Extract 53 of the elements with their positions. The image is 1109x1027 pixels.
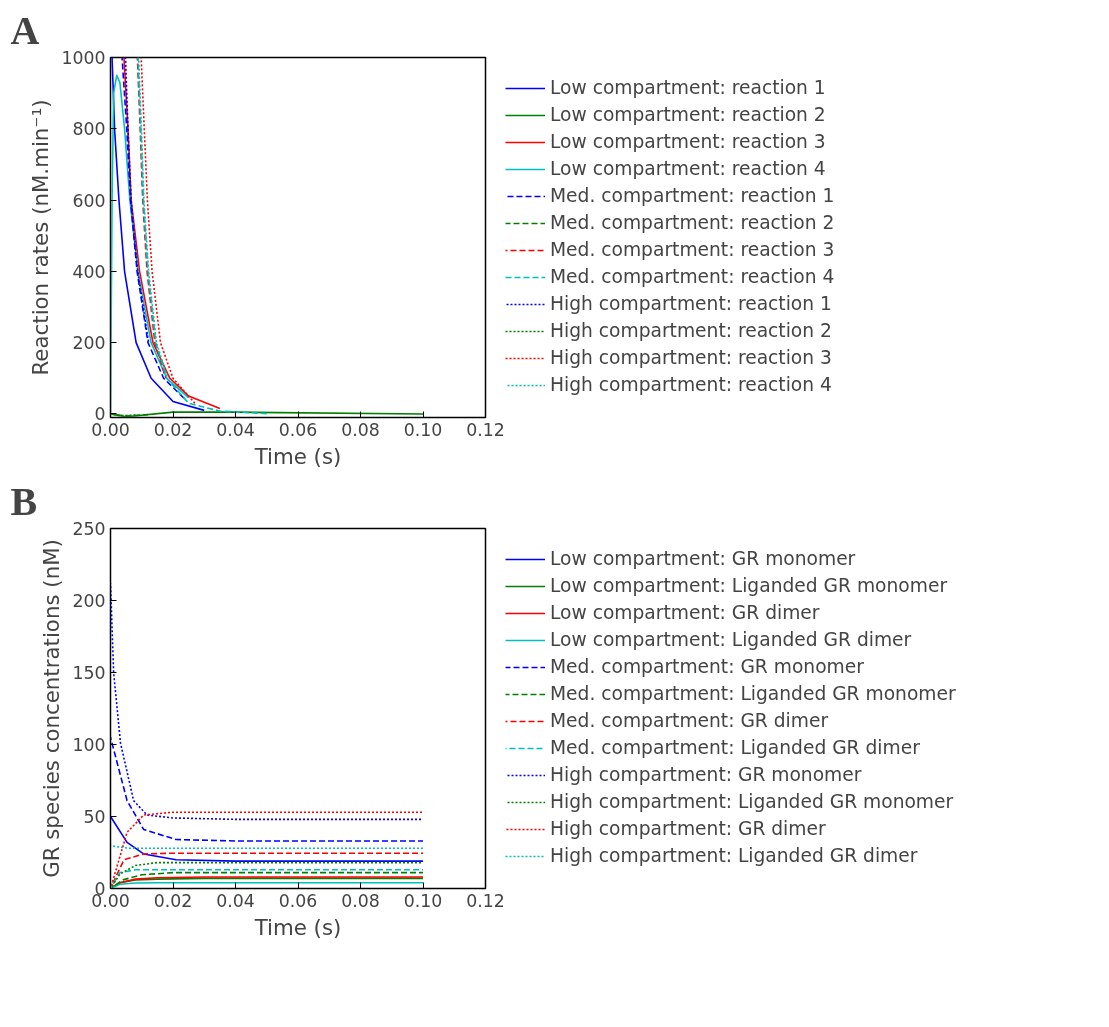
- legend-label: Low compartment: reaction 3: [550, 131, 826, 152]
- legend-label: High compartment: reaction 2: [550, 320, 832, 341]
- legend-label: Low compartment: reaction 1: [550, 77, 826, 98]
- legend-label: Med. compartment: reaction 4: [550, 266, 835, 287]
- x-tick-label: 0.10: [403, 890, 443, 911]
- x-tick-label: 0.10: [403, 419, 443, 440]
- legend-label: High compartment: reaction 3: [550, 347, 832, 368]
- x-tick-label: 0.08: [341, 890, 380, 911]
- y-tick-label: 200: [72, 333, 106, 354]
- x-axis-title: Time (s): [253, 914, 342, 940]
- x-tick-label: 0.02: [153, 890, 193, 911]
- legend-label: High compartment: GR monomer: [550, 764, 862, 785]
- y-tick-label: 200: [72, 591, 106, 611]
- legend-label: Low compartment: reaction 4: [550, 158, 826, 179]
- x-tick-label: 0.08: [341, 419, 380, 440]
- legend-label: High compartment: reaction 1: [550, 293, 832, 314]
- legend-label: Med. compartment: GR dimer: [550, 710, 829, 731]
- y-tick-label: 400: [72, 261, 106, 282]
- legend-label: Med. compartment: reaction 3: [550, 239, 835, 260]
- legend-label: Med. compartment: GR monomer: [550, 656, 864, 677]
- legend-label: Med. compartment: Liganded GR dimer: [550, 737, 920, 758]
- legend-label: Med. compartment: reaction 2: [550, 212, 835, 233]
- legend-label: Low compartment: reaction 2: [550, 104, 826, 125]
- legend-label: Low compartment: GR monomer: [550, 548, 856, 569]
- legend-label: Low compartment: Liganded GR dimer: [550, 629, 912, 650]
- y-tick-label: 250: [72, 519, 106, 539]
- legend-label: High compartment: reaction 4: [550, 374, 832, 395]
- legend-label: Med. compartment: reaction 1: [550, 185, 835, 206]
- y-tick-label: 50: [83, 807, 106, 827]
- legend-label: High compartment: Liganded GR dimer: [550, 845, 918, 866]
- y-tick-label: 100: [72, 735, 106, 755]
- legend-label: Med. compartment: Liganded GR monomer: [550, 683, 956, 704]
- chart-title: A: [10, 7, 40, 53]
- x-tick-label: 0.02: [153, 419, 193, 440]
- legend-label: Low compartment: GR dimer: [550, 602, 820, 623]
- y-axis-title: GR species concentrations (nM): [39, 539, 65, 878]
- x-tick-label: 0.12: [466, 419, 505, 440]
- legend-label: High compartment: GR dimer: [550, 818, 826, 839]
- x-tick-label: 0.04: [216, 419, 255, 440]
- x-tick-label: 0.06: [278, 890, 318, 911]
- y-axis-title: Reaction rates (nM.min⁻¹): [28, 99, 54, 376]
- y-tick-label: 800: [72, 119, 106, 140]
- x-tick-label: 0.00: [91, 419, 130, 440]
- y-tick-label: 150: [72, 663, 106, 683]
- x-axis-title: Time (s): [253, 443, 342, 469]
- legend-label: High compartment: Liganded GR monomer: [550, 791, 954, 812]
- x-tick-label: 0.04: [216, 890, 255, 911]
- x-tick-label: 0.06: [278, 419, 318, 440]
- y-tick-label: 600: [72, 190, 106, 211]
- chart-title: B: [10, 478, 38, 524]
- x-tick-label: 0.12: [466, 890, 505, 911]
- y-tick-label: 1000: [61, 48, 106, 68]
- legend-label: Low compartment: Liganded GR monomer: [550, 575, 948, 596]
